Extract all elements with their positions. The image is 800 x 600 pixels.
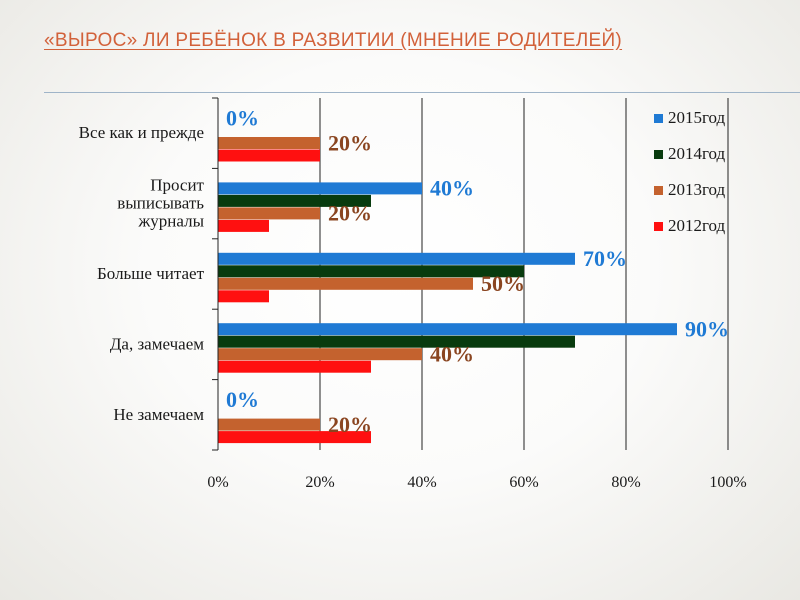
legend-label: 2014год <box>668 144 726 163</box>
data-label: 0% <box>226 387 259 412</box>
category-label: Просит <box>150 176 204 195</box>
bar <box>218 360 371 373</box>
x-tick-label: 60% <box>509 474 538 491</box>
bar <box>218 182 422 195</box>
category-label: Больше читает <box>97 264 205 283</box>
x-tick-label: 100% <box>709 474 746 491</box>
data-label: 40% <box>430 176 474 201</box>
bar <box>218 335 575 348</box>
data-label: 90% <box>685 316 729 341</box>
data-label: 0% <box>226 105 259 130</box>
bar <box>218 207 320 220</box>
legend-swatch <box>654 186 663 195</box>
legend-swatch <box>654 114 663 123</box>
data-label: 70% <box>583 246 627 271</box>
data-label: 20% <box>328 201 372 226</box>
x-tick-label: 80% <box>611 474 640 491</box>
title-divider <box>44 92 800 93</box>
x-tick-labels: 0% 20% 40% 60% 80% 100% <box>207 474 746 491</box>
bar <box>218 252 575 265</box>
data-label: 50% <box>481 271 525 296</box>
bar <box>218 265 524 278</box>
legend-label: 2015год <box>668 108 726 127</box>
bar <box>218 277 473 290</box>
legend: 2015год 2014год 2013год 2012год <box>654 108 726 235</box>
bar <box>218 149 320 162</box>
axes <box>212 97 219 451</box>
bar <box>218 137 320 149</box>
bar <box>218 418 320 431</box>
category-label: выписывать <box>117 194 204 213</box>
data-label: 20% <box>328 130 372 155</box>
category-label: Не замечаем <box>113 405 204 424</box>
data-label: 20% <box>328 412 372 437</box>
x-tick-label: 40% <box>407 474 436 491</box>
legend-label: 2013год <box>668 180 726 199</box>
bar <box>218 323 677 336</box>
legend-swatch <box>654 150 663 159</box>
slide-title: «ВЫРОС» ЛИ РЕБЁНОК В РАЗВИТИИ (МНЕНИЕ РО… <box>44 30 623 51</box>
category-label: журналы <box>138 212 205 231</box>
data-label: 40% <box>430 341 474 366</box>
bar <box>218 219 269 232</box>
bar <box>218 431 371 444</box>
bar <box>218 348 422 361</box>
x-tick-label: 0% <box>207 474 228 491</box>
x-tick-label: 20% <box>305 474 334 491</box>
legend-swatch <box>654 222 663 231</box>
bar <box>218 194 371 207</box>
legend-label: 2012год <box>668 216 726 235</box>
bar <box>218 290 269 303</box>
category-label: Да, замечаем <box>110 334 204 353</box>
bars <box>218 137 677 444</box>
data-labels: 0% 20% 40% 20% 70% 50% 90% 40% 0% 20% <box>226 105 729 437</box>
category-label: Все как и прежде <box>79 123 204 142</box>
